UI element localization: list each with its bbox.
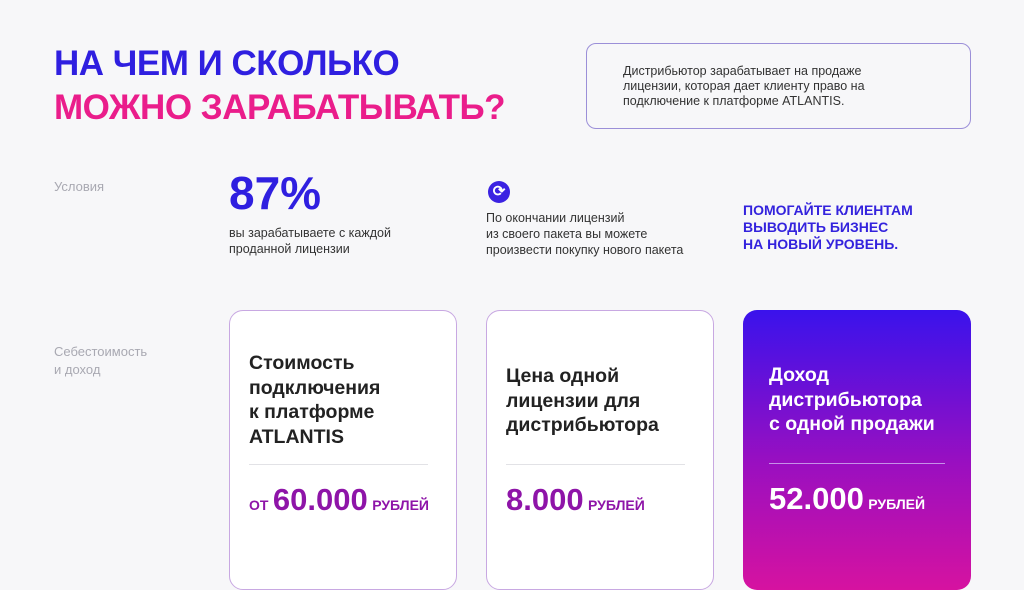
cta-text: ПОМОГАЙТЕ КЛИЕНТАМ ВЫВОДИТЬ БИЗНЕС НА НО… xyxy=(743,202,913,253)
refresh-icon: ⟳ xyxy=(488,181,510,203)
price-value: 8.000 xyxy=(506,482,584,517)
text-line: к платформе xyxy=(249,401,375,423)
divider xyxy=(769,463,945,464)
text-line: и доход xyxy=(54,362,101,377)
percent-value: 87% xyxy=(229,167,322,219)
note-line: Дистрибьютор зарабатывает на продаже xyxy=(623,64,862,78)
text-line: По окончании лицензий xyxy=(486,211,625,225)
note-line: лицензии, которая дает клиенту право на xyxy=(623,79,865,93)
card-license-price: Цена одной лицензии для дистрибьютора 8.… xyxy=(486,310,714,590)
text-line: вы зарабатываете с каждой xyxy=(229,226,391,240)
text-line: Стоимость xyxy=(249,352,355,374)
info-note: Дистрибьютор зарабатывает на продаже лиц… xyxy=(586,43,971,129)
text-line: проданной лицензии xyxy=(229,242,350,256)
card-price: 8.000 РУБЛЕЙ xyxy=(506,482,645,518)
text-line: дистрибьютора xyxy=(769,388,922,411)
text-line: с одной продажи xyxy=(769,413,935,435)
text-line: ВЫВОДИТЬ БИЗНЕС xyxy=(743,219,889,235)
title-line-2: МОЖНО ЗАРАБАТЫВАТЬ? xyxy=(54,88,506,127)
card-title: Доход дистрибьютора с одной продажи xyxy=(769,363,935,437)
card-price: 52.000 РУБЛЕЙ xyxy=(769,481,925,517)
title-line-1: НА ЧЕМ И СКОЛЬКО xyxy=(54,44,400,83)
card-title: Цена одной лицензии для дистрибьютора xyxy=(506,364,659,438)
price-unit: РУБЛЕЙ xyxy=(372,497,429,513)
cost-label: Себестоимость и доход xyxy=(54,343,147,379)
divider xyxy=(249,464,428,465)
card-title: Стоимость подключения к платформе ATLANT… xyxy=(249,351,380,449)
price-prefix: ОТ xyxy=(249,497,269,513)
price-value: 52.000 xyxy=(769,481,864,516)
price-unit: РУБЛЕЙ xyxy=(588,497,645,513)
text-line: Цена одной xyxy=(506,365,620,387)
card-connection-cost: Стоимость подключения к платформе ATLANT… xyxy=(229,310,457,590)
text-line: ATLANTIS xyxy=(249,425,344,448)
percent-text: вы зарабатываете с каждой проданной лице… xyxy=(229,225,391,257)
divider xyxy=(506,464,685,465)
conditions-label: Условия xyxy=(54,179,105,194)
text-line: произвести покупку нового пакета xyxy=(486,243,684,257)
price-unit: РУБЛЕЙ xyxy=(868,496,926,512)
text-line: НА НОВЫЙ УРОВЕНЬ. xyxy=(743,236,899,252)
text-line: из своего пакета вы можете xyxy=(486,227,648,241)
card-distributor-income: Доход дистрибьютора с одной продажи 52.0… xyxy=(743,310,971,590)
text-line: ПОМОГАЙТЕ КЛИЕНТАМ xyxy=(743,202,913,218)
text-line: Доход xyxy=(769,364,829,386)
price-value: 60.000 xyxy=(272,482,368,517)
text-line: Себестоимость xyxy=(54,344,148,359)
text-line: подключения xyxy=(249,376,381,399)
text-line: дистрибьютора xyxy=(506,414,659,436)
renew-text: По окончании лицензий из своего пакета в… xyxy=(486,210,683,258)
note-line: подключение к платформе ATLANTIS. xyxy=(623,94,845,108)
card-price: ОТ 60.000 РУБЛЕЙ xyxy=(249,482,429,518)
text-line: лицензии для xyxy=(506,389,641,412)
